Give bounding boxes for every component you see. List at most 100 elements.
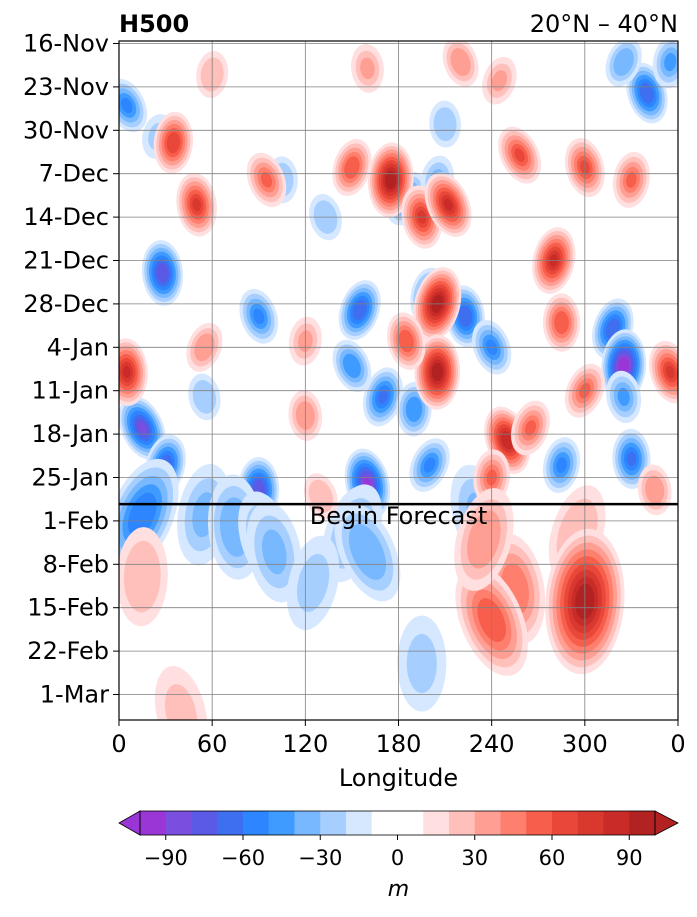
anomaly-feature [246, 152, 287, 208]
x-axis: 0 60 120 180 240 300 0 [111, 720, 686, 758]
anomaly-feature [605, 41, 642, 87]
contour-band [360, 57, 375, 80]
contour-band [260, 172, 273, 188]
anomaly-feature [409, 438, 450, 492]
contour-band [378, 389, 388, 405]
y-tick-label: 30-Nov [23, 116, 109, 144]
contour-band [122, 365, 131, 379]
anomaly-feature [612, 428, 651, 489]
colorbar: −90 −60 −30 0 30 60 90 [118, 810, 679, 870]
x-tick-label: 0 [670, 730, 685, 758]
contour-band [458, 305, 473, 327]
colorbar-segment [474, 811, 501, 835]
contour-band [491, 70, 508, 92]
colorbar-segment [603, 811, 630, 835]
colorbar-extend-max [654, 810, 679, 836]
y-tick-label: 21-Dec [23, 247, 109, 275]
contour-band [665, 365, 675, 379]
anomaly-feature [511, 400, 550, 456]
contour-band [166, 132, 181, 154]
contour-band [261, 529, 287, 575]
contour-band [120, 97, 133, 114]
colorbar-tick-label: −30 [298, 846, 342, 870]
contour-band [433, 107, 457, 142]
colorbar-segment [500, 811, 527, 835]
anomaly-feature [397, 615, 447, 712]
contour-band [554, 311, 569, 334]
colorbar-segment [449, 811, 476, 835]
colorbar-segment [140, 811, 167, 835]
contour-band [192, 380, 217, 414]
colorbar-segment [371, 811, 424, 835]
y-tick-label: 4-Jan [47, 333, 109, 361]
contour-band [467, 510, 501, 569]
y-tick-label: 25-Jan [31, 464, 109, 492]
colorbar-segment [268, 811, 295, 835]
chart-title: H500 [119, 10, 189, 38]
anomaly-feature [498, 126, 542, 184]
anomaly-feature [332, 139, 372, 196]
x-tick-label: 60 [197, 730, 228, 758]
x-tick-label: 240 [469, 730, 515, 758]
x-axis-label: Longitude [339, 764, 458, 792]
colorbar-label: m [388, 877, 409, 902]
anomaly-feature [153, 111, 194, 174]
contour-band [443, 198, 453, 211]
colorbar-segment [294, 811, 321, 835]
contour-band [645, 475, 665, 505]
y-tick-label: 22-Feb [27, 637, 109, 665]
colorbar-extend-min [118, 810, 141, 836]
x-tick-label: 120 [282, 730, 328, 758]
y-tick-label: 18-Jan [31, 420, 109, 448]
contour-band [387, 174, 395, 186]
anomaly-feature [119, 527, 168, 627]
anomaly-feature [119, 338, 148, 406]
colorbar-tick-label: −60 [221, 846, 265, 870]
y-tick-label: 7-Dec [39, 160, 109, 188]
anomaly-feature [338, 280, 381, 341]
contour-band [342, 353, 361, 379]
anomaly-feature [141, 240, 184, 306]
contour-band [556, 457, 567, 474]
anomaly-feature [413, 267, 462, 341]
colorbar-tick-label: 60 [539, 846, 566, 870]
anomaly-feature [387, 312, 426, 370]
anomaly-feature [454, 488, 514, 591]
anomaly-feature [334, 502, 401, 602]
anomaly-feature [429, 100, 461, 148]
y-tick-label: 14-Dec [23, 203, 109, 231]
anomaly-feature [332, 339, 372, 393]
contour-band [514, 148, 525, 162]
contour-band [123, 540, 161, 613]
contour-band [253, 308, 265, 325]
contour-band [524, 420, 537, 436]
forecast-annotation: Begin Forecast [310, 502, 488, 530]
contour-band [405, 396, 423, 422]
anomaly-feature [442, 41, 479, 87]
contour-band [617, 387, 630, 407]
y-tick-label: 11-Jan [31, 377, 109, 405]
anomaly-feature [542, 437, 581, 494]
contour-band [500, 431, 514, 450]
anomaly-feature [119, 78, 148, 133]
colorbar-segment [165, 811, 192, 835]
contour-band [352, 299, 367, 321]
contour-band [164, 684, 198, 720]
colorbar-segment [243, 811, 270, 835]
y-tick-label: 1-Mar [40, 681, 109, 709]
colorbar-tick-label: 0 [391, 846, 404, 870]
colorbar-segment [217, 811, 244, 835]
colorbar-segment [526, 811, 553, 835]
contour-band [613, 48, 634, 76]
colorbar-segment [346, 811, 373, 835]
colorbar-segment [552, 811, 579, 835]
anomaly-feature [176, 172, 217, 237]
anomaly-feature [482, 56, 517, 105]
anomaly-feature [612, 151, 650, 208]
anomaly-field [119, 41, 678, 720]
anomaly-feature [119, 395, 166, 460]
anomaly-feature [246, 501, 302, 603]
y-tick-label: 8-Feb [43, 550, 109, 578]
contour-band [423, 457, 436, 473]
y-tick-label: 16-Nov [23, 30, 109, 58]
